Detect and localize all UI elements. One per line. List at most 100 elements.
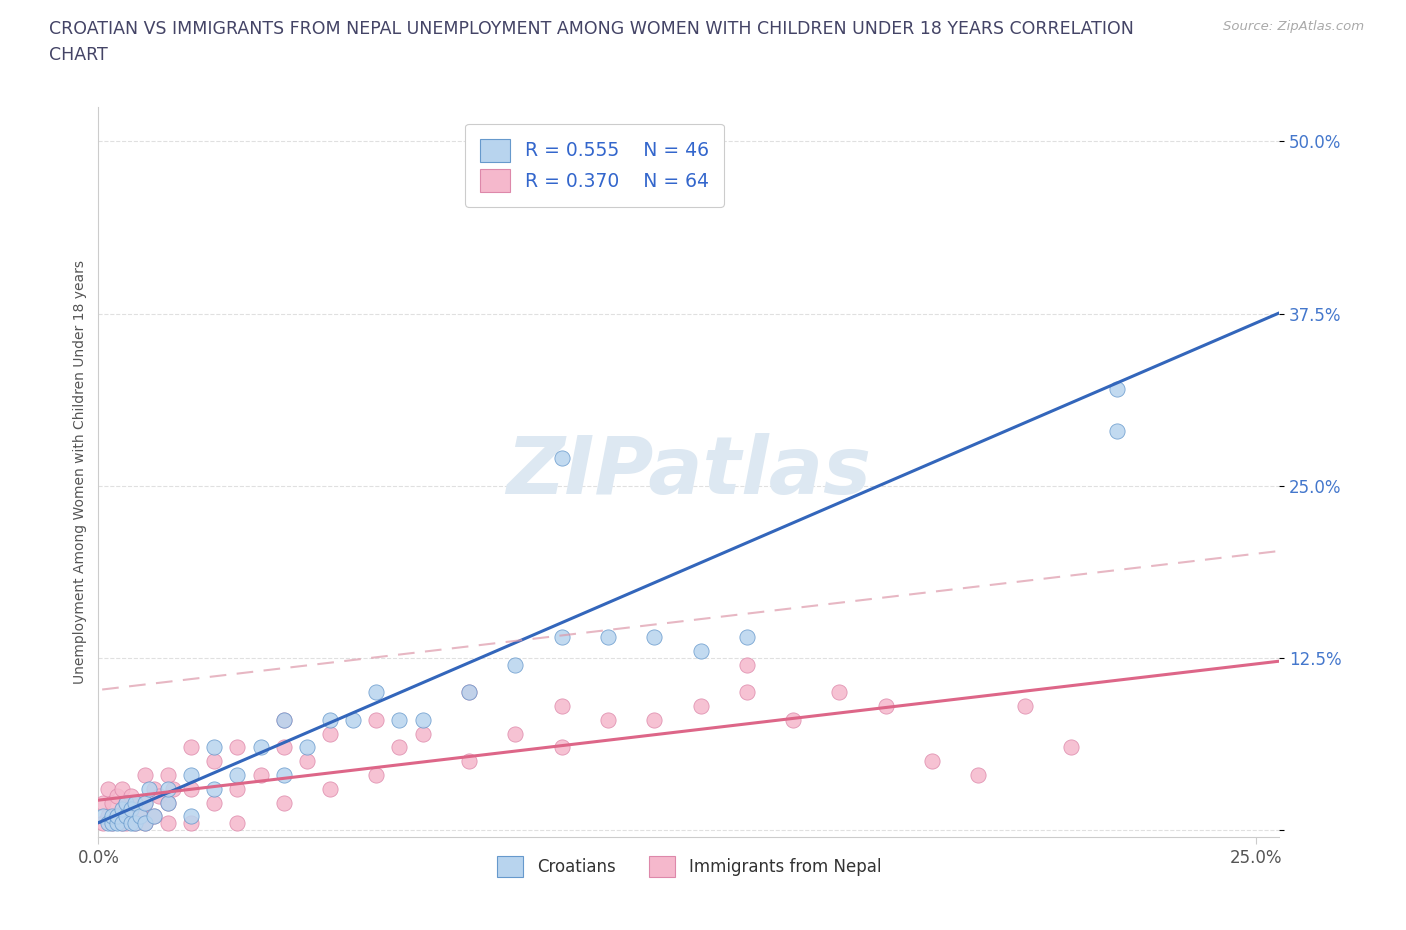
- Point: [101, 795, 124, 810]
- Point: [226, 767, 249, 782]
- Point: [689, 644, 711, 658]
- Point: [120, 816, 142, 830]
- Point: [134, 795, 156, 810]
- Point: [342, 712, 364, 727]
- Point: [180, 767, 202, 782]
- Point: [110, 802, 132, 817]
- Point: [134, 816, 156, 830]
- Point: [105, 809, 128, 824]
- Point: [156, 795, 179, 810]
- Point: [124, 795, 146, 810]
- Point: [1060, 740, 1083, 755]
- Point: [180, 781, 202, 796]
- Point: [550, 698, 572, 713]
- Point: [202, 795, 225, 810]
- Point: [226, 740, 249, 755]
- Point: [143, 809, 166, 824]
- Point: [180, 816, 202, 830]
- Point: [91, 809, 114, 824]
- Point: [115, 795, 138, 810]
- Point: [1014, 698, 1036, 713]
- Point: [503, 726, 526, 741]
- Text: Source: ZipAtlas.com: Source: ZipAtlas.com: [1223, 20, 1364, 33]
- Point: [226, 781, 249, 796]
- Point: [97, 816, 120, 830]
- Point: [273, 795, 295, 810]
- Point: [643, 712, 665, 727]
- Point: [295, 740, 318, 755]
- Point: [458, 684, 481, 699]
- Point: [1107, 382, 1129, 397]
- Point: [412, 726, 434, 741]
- Point: [388, 740, 411, 755]
- Point: [101, 816, 124, 830]
- Point: [124, 816, 146, 830]
- Point: [156, 816, 179, 830]
- Point: [273, 712, 295, 727]
- Point: [101, 816, 124, 830]
- Point: [129, 809, 152, 824]
- Point: [202, 781, 225, 796]
- Point: [97, 809, 120, 824]
- Point: [110, 816, 132, 830]
- Point: [110, 781, 132, 796]
- Point: [105, 816, 128, 830]
- Point: [503, 658, 526, 672]
- Text: CROATIAN VS IMMIGRANTS FROM NEPAL UNEMPLOYMENT AMONG WOMEN WITH CHILDREN UNDER 1: CROATIAN VS IMMIGRANTS FROM NEPAL UNEMPL…: [49, 20, 1135, 38]
- Point: [388, 712, 411, 727]
- Point: [124, 816, 146, 830]
- Point: [273, 740, 295, 755]
- Point: [967, 767, 990, 782]
- Point: [97, 781, 120, 796]
- Point: [91, 816, 114, 830]
- Point: [143, 781, 166, 796]
- Point: [643, 630, 665, 644]
- Point: [458, 754, 481, 769]
- Point: [138, 781, 160, 796]
- Point: [120, 802, 142, 817]
- Point: [202, 740, 225, 755]
- Point: [596, 712, 619, 727]
- Point: [148, 789, 170, 804]
- Point: [412, 712, 434, 727]
- Point: [828, 684, 851, 699]
- Point: [202, 754, 225, 769]
- Point: [115, 795, 138, 810]
- Point: [129, 802, 152, 817]
- Point: [120, 789, 142, 804]
- Point: [689, 698, 711, 713]
- Point: [550, 451, 572, 466]
- Point: [366, 712, 388, 727]
- Point: [295, 754, 318, 769]
- Point: [120, 809, 142, 824]
- Point: [101, 809, 124, 824]
- Point: [875, 698, 897, 713]
- Point: [550, 630, 572, 644]
- Point: [319, 726, 342, 741]
- Point: [319, 712, 342, 727]
- Point: [105, 789, 128, 804]
- Point: [134, 795, 156, 810]
- Text: ZIPatlas: ZIPatlas: [506, 433, 872, 511]
- Point: [156, 767, 179, 782]
- Y-axis label: Unemployment Among Women with Children Under 18 years: Unemployment Among Women with Children U…: [73, 260, 87, 684]
- Point: [550, 189, 572, 204]
- Point: [273, 767, 295, 782]
- Point: [105, 809, 128, 824]
- Point: [180, 809, 202, 824]
- Point: [124, 795, 146, 810]
- Point: [921, 754, 943, 769]
- Text: CHART: CHART: [49, 46, 108, 64]
- Point: [1107, 423, 1129, 438]
- Point: [249, 767, 271, 782]
- Point: [273, 712, 295, 727]
- Point: [110, 809, 132, 824]
- Point: [550, 740, 572, 755]
- Legend: Croatians, Immigrants from Nepal: Croatians, Immigrants from Nepal: [489, 850, 889, 883]
- Point: [366, 684, 388, 699]
- Point: [115, 816, 138, 830]
- Point: [115, 809, 138, 824]
- Point: [134, 767, 156, 782]
- Point: [366, 767, 388, 782]
- Point: [735, 658, 758, 672]
